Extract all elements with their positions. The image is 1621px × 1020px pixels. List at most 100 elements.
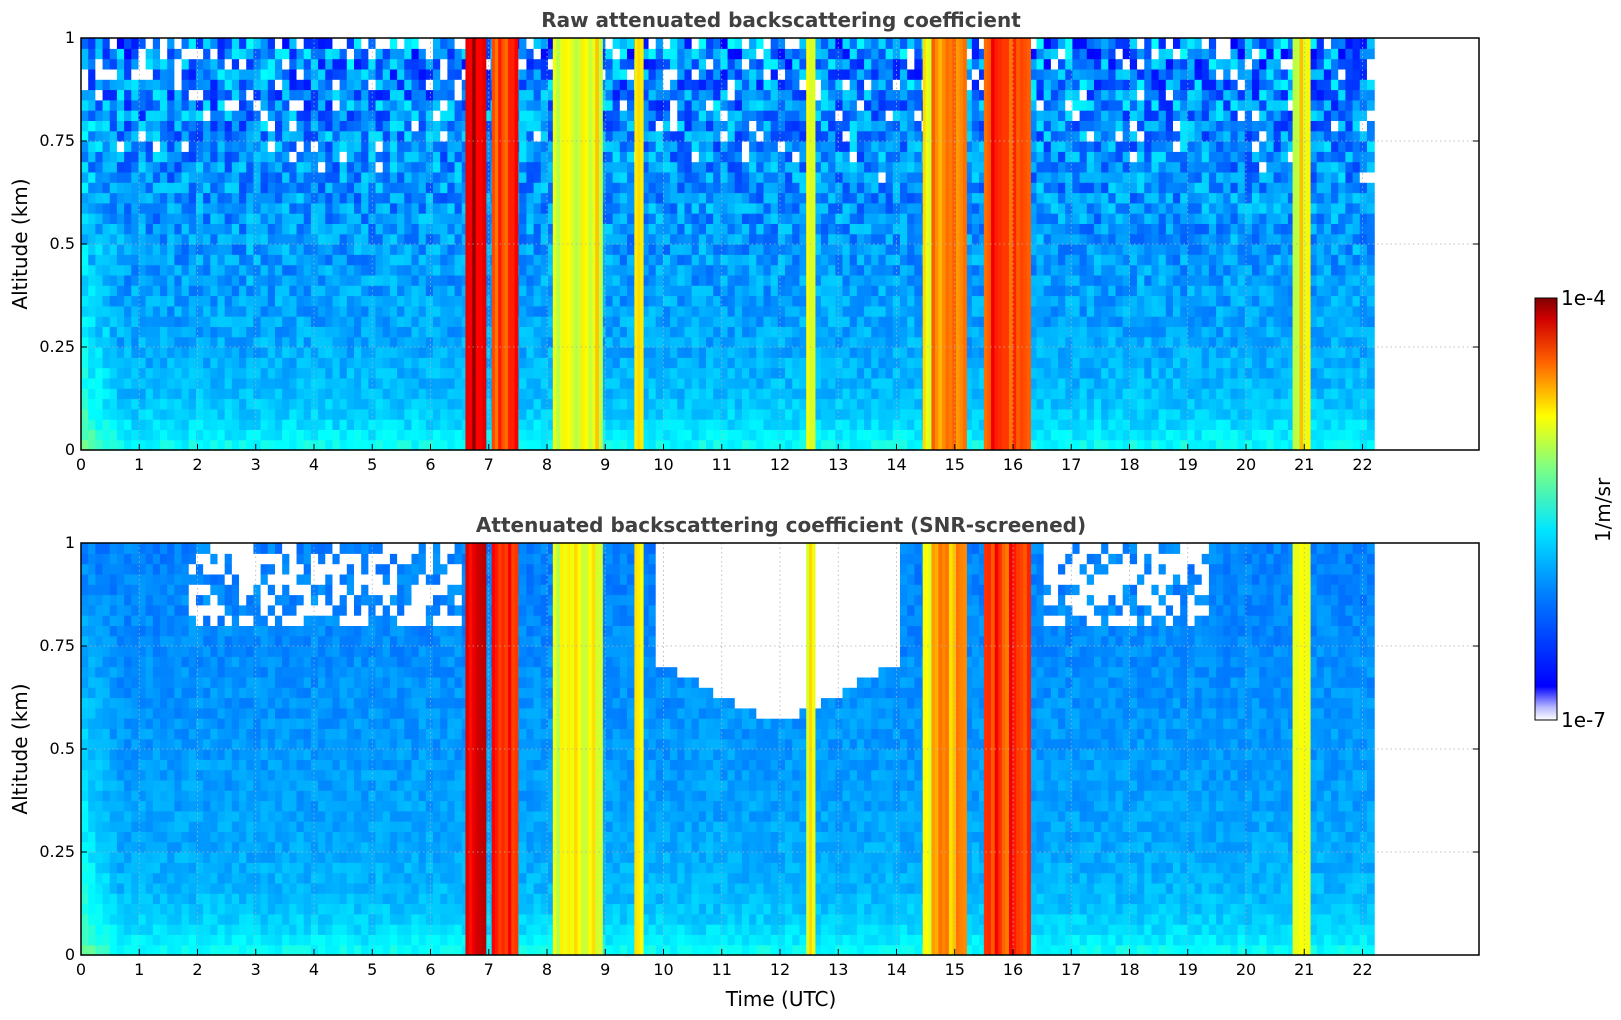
heatmap-cell xyxy=(727,439,736,451)
heatmap-cell xyxy=(670,58,678,70)
heatmap-cell xyxy=(454,347,463,358)
heatmap-cell xyxy=(274,151,283,163)
heatmap-cell xyxy=(354,336,362,348)
heatmap-cell xyxy=(907,89,915,101)
heatmap-cell xyxy=(418,99,427,111)
heatmap-cell xyxy=(842,347,851,358)
heatmap-cell xyxy=(109,58,118,70)
heatmap-cell xyxy=(670,213,678,224)
heatmap-cell xyxy=(526,357,535,369)
heatmap-cell xyxy=(627,377,635,389)
heatmap-cell xyxy=(267,213,276,224)
heatmap-cell xyxy=(612,120,621,132)
heatmap-cell xyxy=(303,336,312,348)
heatmap-cell xyxy=(741,429,750,441)
heatmap-cell xyxy=(777,161,786,173)
heatmap-cell xyxy=(188,120,197,132)
heatmap-cell xyxy=(361,367,369,379)
heatmap-cell xyxy=(605,285,614,297)
heatmap-cell xyxy=(260,38,269,49)
heatmap-cell xyxy=(375,377,384,389)
heatmap-cell xyxy=(785,285,793,297)
heatmap-cell xyxy=(777,316,786,327)
heatmap-cell xyxy=(195,408,204,420)
heatmap-cell xyxy=(885,213,894,224)
heatmap-cell xyxy=(167,161,175,173)
heatmap-cell xyxy=(519,68,528,80)
heatmap-cell xyxy=(404,120,413,132)
heatmap-cell xyxy=(914,336,923,348)
heatmap-cell xyxy=(684,336,693,348)
heatmap-cell xyxy=(526,202,535,214)
heatmap-cell xyxy=(404,89,413,101)
heatmap-cell xyxy=(533,429,542,441)
heatmap-cell xyxy=(756,264,765,276)
heatmap-cell xyxy=(856,419,865,430)
heatmap-cell xyxy=(145,68,154,80)
heatmap-cell xyxy=(210,182,219,194)
heatmap-cell xyxy=(354,408,362,420)
heatmap-cell xyxy=(239,202,247,214)
heatmap-cell xyxy=(835,130,844,142)
heatmap-cell xyxy=(404,99,413,111)
heatmap-cell xyxy=(813,377,822,389)
heatmap-cell xyxy=(253,357,262,369)
heatmap-cell xyxy=(691,48,700,60)
heatmap-cell xyxy=(526,182,535,194)
heatmap-cell xyxy=(346,141,355,152)
heatmap-cell xyxy=(727,48,736,60)
heatmap-cell xyxy=(519,99,528,111)
heatmap-cell xyxy=(418,316,427,327)
heatmap-cell xyxy=(907,429,915,441)
heatmap-cell xyxy=(914,89,923,101)
heatmap-cell xyxy=(397,99,405,111)
heatmap-cell xyxy=(318,367,326,379)
heatmap-cell xyxy=(900,244,908,255)
heatmap-cell xyxy=(763,295,772,307)
heatmap-cell xyxy=(907,120,915,132)
heatmap-cell xyxy=(375,68,384,80)
heatmap-cell xyxy=(856,151,865,163)
heatmap-cell xyxy=(856,233,865,245)
heatmap-cell xyxy=(88,244,96,255)
heatmap-cell xyxy=(138,357,147,369)
heatmap-cell xyxy=(763,120,772,132)
heatmap-cell xyxy=(310,347,319,358)
heatmap-cell xyxy=(713,68,721,80)
heatmap-cell xyxy=(662,141,671,152)
heatmap-cell xyxy=(174,89,183,101)
heatmap-cell xyxy=(900,367,908,379)
heatmap-cell xyxy=(619,213,628,224)
heatmap-cell xyxy=(655,110,664,121)
heatmap-cell xyxy=(670,151,678,163)
heatmap-cell xyxy=(706,316,714,327)
heatmap-cell xyxy=(361,161,369,173)
heatmap-cell xyxy=(375,388,384,400)
heatmap-cell xyxy=(102,326,111,338)
heatmap-cell xyxy=(224,223,233,235)
heatmap-cell xyxy=(662,347,671,358)
heatmap-cell xyxy=(346,89,355,101)
heatmap-cell xyxy=(181,182,190,194)
heatmap-cell xyxy=(404,285,413,297)
heatmap-cell xyxy=(124,285,132,297)
heatmap-cell xyxy=(706,274,714,286)
heatmap-cell xyxy=(188,419,197,430)
heatmap-cell xyxy=(792,171,801,183)
heatmap-cell xyxy=(310,151,319,163)
heatmap-cell xyxy=(670,285,678,297)
heatmap-cell xyxy=(770,202,779,214)
heatmap-cell xyxy=(648,89,657,101)
heatmap-cell xyxy=(339,367,348,379)
heatmap-cell xyxy=(641,264,650,276)
heatmap-cell xyxy=(763,388,772,400)
heatmap-cell xyxy=(296,357,305,369)
heatmap-cell xyxy=(433,213,441,224)
heatmap-cell xyxy=(389,48,398,60)
heatmap-cell xyxy=(282,223,290,235)
heatmap-cell xyxy=(174,326,183,338)
heatmap-cell xyxy=(239,357,247,369)
heatmap-cell xyxy=(727,388,736,400)
heatmap-cell xyxy=(296,161,305,173)
heatmap-cell xyxy=(820,305,829,317)
